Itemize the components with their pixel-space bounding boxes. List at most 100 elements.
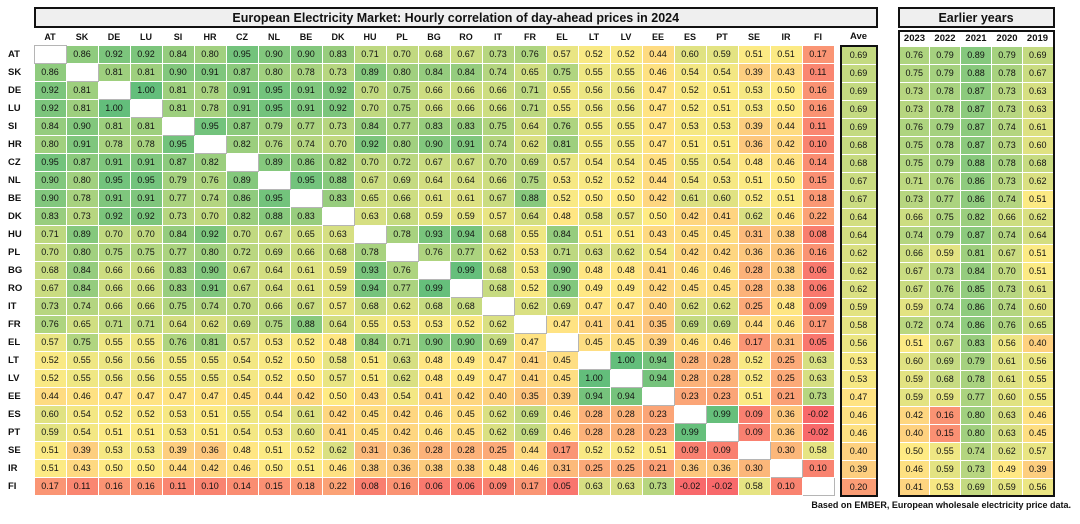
matrix-cell: 0.62 bbox=[609, 242, 643, 262]
matrix-cell: 0.66 bbox=[449, 98, 483, 118]
years-row-ee: 0.59 0.59 0.77 0.60 0.55 bbox=[898, 387, 1054, 407]
matrix-cell: 0.53 bbox=[161, 422, 195, 442]
matrix-cell: 0.39 bbox=[737, 116, 771, 136]
matrix-cell: 0.48 bbox=[225, 440, 259, 460]
year-cell: 0.84 bbox=[960, 261, 992, 281]
matrix-cell: 0.65 bbox=[353, 188, 387, 208]
row-header-el: EL bbox=[8, 336, 21, 348]
matrix-cell: 0.52 bbox=[545, 188, 579, 208]
matrix-cell: 0.58 bbox=[321, 350, 355, 370]
matrix-cell: 0.21 bbox=[769, 386, 803, 406]
year-cell: 0.73 bbox=[898, 99, 930, 119]
matrix-cell: 0.75 bbox=[65, 332, 99, 352]
matrix-cell: 0.81 bbox=[129, 116, 163, 136]
matrix-cell: 0.80 bbox=[65, 170, 99, 190]
matrix-cell: 0.73 bbox=[65, 206, 99, 226]
matrix-cell: 0.53 bbox=[257, 422, 291, 442]
matrix-cell: 0.55 bbox=[193, 350, 227, 370]
matrix-cell: 0.76 bbox=[545, 116, 579, 136]
matrix-cell: 0.66 bbox=[129, 296, 163, 316]
year-cell: 0.69 bbox=[1022, 45, 1054, 65]
matrix-row-ro: RO 0.67 0.84 0.66 0.66 0.83 0.91 0.67 0.64 0.61 0.… bbox=[7, 278, 835, 298]
year-cell: 0.80 bbox=[960, 423, 992, 443]
matrix-cell: 0.52 bbox=[577, 44, 611, 64]
year-cell: 0.59 bbox=[898, 297, 930, 317]
matrix-cell: 0.65 bbox=[289, 224, 323, 244]
year-cell: 0.71 bbox=[898, 171, 930, 191]
matrix-cell: 0.55 bbox=[353, 314, 387, 334]
matrix-cell: 0.50 bbox=[321, 386, 355, 406]
average-cell: 0.67 bbox=[840, 189, 877, 209]
matrix-cell: 0.54 bbox=[225, 422, 259, 442]
matrix-cell: 0.10 bbox=[769, 476, 803, 496]
year-cell: 0.74 bbox=[991, 297, 1023, 317]
average-cell: 0.53 bbox=[840, 369, 877, 389]
matrix-cell: 0.64 bbox=[161, 314, 195, 334]
matrix-cell: 0.99 bbox=[673, 422, 707, 442]
matrix-cell: 0.55 bbox=[609, 134, 643, 154]
matrix-cell: 0.62 bbox=[513, 296, 547, 316]
year-cell: 0.60 bbox=[991, 387, 1023, 407]
matrix-cell: 0.55 bbox=[513, 224, 547, 244]
diagonal-cell bbox=[97, 80, 131, 100]
row-header-ee: EE bbox=[8, 390, 21, 402]
matrix-cell: 0.94 bbox=[641, 350, 675, 370]
col-header-bg: BG bbox=[427, 32, 441, 43]
matrix-cell: 1.00 bbox=[577, 368, 611, 388]
matrix-cell: 0.50 bbox=[257, 458, 291, 478]
matrix-cell: 0.47 bbox=[481, 368, 515, 388]
matrix-cell: 0.95 bbox=[257, 188, 291, 208]
matrix-cell: 0.52 bbox=[609, 44, 643, 64]
matrix-cell: 0.76 bbox=[193, 170, 227, 190]
matrix-row-fi: FI 0.17 0.11 0.16 0.16 0.11 0.10 0.14 0.15 0.18 0.… bbox=[7, 476, 835, 496]
matrix-cell: 0.83 bbox=[449, 116, 483, 136]
diagonal-cell bbox=[737, 440, 771, 460]
matrix-cell: 0.57 bbox=[609, 206, 643, 226]
matrix-cell: 0.47 bbox=[609, 296, 643, 316]
diagonal-cell bbox=[289, 188, 323, 208]
matrix-cell: -0.02 bbox=[673, 476, 707, 496]
matrix-cell: 0.44 bbox=[161, 458, 195, 478]
year-cell: 0.74 bbox=[898, 225, 930, 245]
matrix-cell: 0.52 bbox=[97, 404, 131, 424]
year-header-2019: 2019 bbox=[1022, 31, 1054, 46]
matrix-cell: 0.88 bbox=[321, 170, 355, 190]
diagonal-cell bbox=[545, 332, 579, 352]
matrix-cell: 0.39 bbox=[737, 62, 771, 82]
matrix-cell: 0.75 bbox=[257, 314, 291, 334]
matrix-cell: 0.91 bbox=[193, 278, 227, 298]
year-cell: 0.78 bbox=[929, 99, 961, 119]
col-header-dk: DK bbox=[331, 32, 345, 43]
matrix-row-at: AT 0.86 0.92 0.92 0.84 0.80 0.95 0.90 0.90 0.83 0.… bbox=[7, 44, 835, 64]
year-cell: 0.79 bbox=[929, 225, 961, 245]
year-cell: 0.73 bbox=[898, 81, 930, 101]
matrix-cell: 0.54 bbox=[577, 152, 611, 172]
year-cell: 0.59 bbox=[929, 243, 961, 263]
col-header-si: SI bbox=[173, 32, 183, 43]
matrix-cell: 0.54 bbox=[673, 62, 707, 82]
year-cell: 0.62 bbox=[1022, 207, 1054, 227]
matrix-cell: 0.71 bbox=[385, 332, 419, 352]
matrix-cell: 0.44 bbox=[257, 386, 291, 406]
matrix-cell: 0.51 bbox=[353, 350, 387, 370]
row-header-bg: BG bbox=[8, 264, 23, 276]
matrix-cell: 0.77 bbox=[161, 188, 195, 208]
row-header-ro: RO bbox=[8, 282, 23, 294]
matrix-cell: 0.62 bbox=[481, 242, 515, 262]
matrix-cell: 0.92 bbox=[97, 44, 131, 64]
matrix-cell: 0.51 bbox=[129, 422, 163, 442]
matrix-cell: 0.45 bbox=[449, 422, 483, 442]
year-cell: 0.86 bbox=[960, 189, 992, 209]
year-cell: 0.70 bbox=[991, 261, 1023, 281]
matrix-cell: 0.47 bbox=[97, 386, 131, 406]
year-cell: 0.67 bbox=[929, 333, 961, 353]
average-cell: 0.58 bbox=[840, 315, 877, 335]
year-cell: 0.59 bbox=[898, 369, 930, 389]
matrix-cell: 0.45 bbox=[641, 152, 675, 172]
year-cell: 0.87 bbox=[960, 225, 992, 245]
matrix-cell: 0.51 bbox=[641, 440, 675, 460]
matrix-cell: 0.48 bbox=[321, 332, 355, 352]
row-header-ir: IR bbox=[8, 462, 18, 474]
matrix-cell: 0.17 bbox=[801, 314, 835, 334]
matrix-cell: 0.66 bbox=[417, 80, 451, 100]
